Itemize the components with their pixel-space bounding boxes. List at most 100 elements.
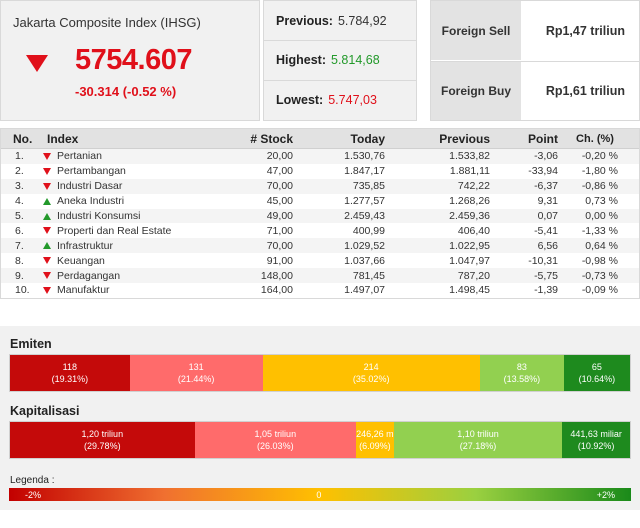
row-point: 6,56 xyxy=(537,239,558,252)
segment-value: 118 xyxy=(62,362,78,372)
row-point: -3,06 xyxy=(534,150,558,163)
row-point: -10,31 xyxy=(528,254,558,267)
row-previous: 1.881,11 xyxy=(449,165,490,178)
emiten-segment: 65 (10.64%) xyxy=(563,355,630,391)
segment-percent: (10.92%) xyxy=(577,441,615,451)
row-today: 1.029,52 xyxy=(344,239,385,252)
legend-mid: 0 xyxy=(316,489,322,500)
row-stock: 164,00 xyxy=(260,284,293,297)
segment-value: 1,10 triliun xyxy=(457,429,499,439)
row-change: -0,09 % xyxy=(581,284,618,297)
kapitalisasi-segment: 1,10 triliun (27.18%) xyxy=(393,422,563,458)
row-point: -33,94 xyxy=(528,165,558,178)
foreign-buy-value: Rp1,61 triliun xyxy=(545,84,625,98)
row-index: Keuangan xyxy=(43,255,218,267)
row-today: 735,85 xyxy=(352,180,385,193)
row-index-name: Aneka Industri xyxy=(57,195,125,208)
segment-percent: (26.03%) xyxy=(257,441,294,451)
stat-highest-value: 5.814,68 xyxy=(331,53,380,67)
segment-percent: (29.78%) xyxy=(84,441,121,451)
row-point: -5,75 xyxy=(534,269,558,282)
row-stock: 45,00 xyxy=(266,195,293,208)
row-point: -1,39 xyxy=(534,284,558,297)
table-row: 9. Perdagangan 148,00 781,45 787,20 -5,75 -0,7… xyxy=(1,268,639,283)
table-row: 6. Properti dan Real Estate 71,00 400,99 406… xyxy=(1,223,639,239)
foreign-sell-label: Foreign Sell xyxy=(431,1,521,60)
table-header: No. Index # Stock Today Previous Point C… xyxy=(1,129,639,149)
stat-previous-value: 5.784,92 xyxy=(337,13,387,28)
kapitalisasi-segment: 1,05 triliun (26.03%) xyxy=(194,422,356,458)
header-index: Index xyxy=(47,131,79,146)
row-index-name: Pertanian xyxy=(57,150,102,163)
header-stock: # Stock xyxy=(250,131,293,146)
kapitalisasi-segment: 441,63 miliar (10.92%) xyxy=(562,422,630,458)
row-change: 0,00 % xyxy=(585,210,618,222)
table-body: 1. Pertanian 20,00 1.530,76 1.533,82 -3,06 -0,… xyxy=(1,149,639,298)
row-point: -6,37 xyxy=(534,180,558,193)
row-today: 781,45 xyxy=(352,269,385,282)
stat-lowest-label: Lowest: xyxy=(276,93,324,107)
row-point: -5,41 xyxy=(534,224,558,237)
segment-percent: (6.09%) xyxy=(359,441,391,451)
down-triangle-icon xyxy=(43,272,51,280)
segment-percent: (10.64%) xyxy=(578,374,616,384)
segment-percent: (13.58%) xyxy=(503,374,541,384)
kapitalisasi-title: Kapitalisasi xyxy=(10,404,80,418)
stat-lowest-value: 5.747,03 xyxy=(328,93,377,107)
index-name: Jakarta Composite Index (IHSG) xyxy=(13,15,201,30)
row-index: Properti dan Real Estate xyxy=(43,225,218,237)
kapitalisasi-segment: 1,20 triliun (29.78%) xyxy=(10,422,195,458)
row-change: 0,64 % xyxy=(585,239,618,252)
down-triangle-icon xyxy=(43,152,51,160)
emiten-segment: 118 (19.31%) xyxy=(10,355,130,391)
row-index: Aneka Industri xyxy=(43,195,218,207)
header-change: Ch. (%) xyxy=(576,132,614,145)
row-no: 8. xyxy=(15,254,24,267)
row-previous: 1.533,82 xyxy=(449,150,490,163)
row-change: 0,73 % xyxy=(585,195,618,208)
row-index: Industri Konsumsi xyxy=(43,210,218,222)
header-point: Point xyxy=(528,131,558,146)
stat-highest: Highest: 5.814,68 xyxy=(264,40,416,79)
foreign-buy-label: Foreign Buy xyxy=(431,62,521,120)
index-change: -30.314 (-0.52 %) xyxy=(75,84,177,99)
row-previous: 1.268,26 xyxy=(449,195,490,208)
segment-value: 65 xyxy=(591,362,602,372)
header-previous: Previous xyxy=(439,131,490,146)
stat-highest-label: Highest: xyxy=(276,53,326,67)
segment-percent: (21.44%) xyxy=(177,374,215,384)
table-row: 7. Infrastruktur 70,00 1.029,52 1.022,95 6,56… xyxy=(1,238,639,253)
row-change: -1,33 % xyxy=(581,224,618,237)
row-no: 3. xyxy=(15,180,24,193)
row-previous: 1.498,45 xyxy=(449,284,490,297)
foreign-flow-card: Foreign Sell Rp1,47 triliun Foreign Buy … xyxy=(430,0,640,121)
index-stats-card: Previous: 5.784,92 Highest: 5.814,68 Low… xyxy=(263,0,417,121)
row-no: 1. xyxy=(15,150,24,163)
down-triangle-icon xyxy=(43,286,51,294)
row-index: Manufaktur xyxy=(43,284,218,296)
table-row: 10. Manufaktur 164,00 1.497,07 1.498,45 -1,39… xyxy=(1,283,639,298)
row-stock: 47,00 xyxy=(266,165,293,178)
row-no: 10. xyxy=(15,284,30,297)
table-row: 5. Industri Konsumsi 49,00 2.459,43 2.459,36… xyxy=(1,209,639,224)
up-triangle-icon xyxy=(43,197,51,205)
row-index-name: Perdagangan xyxy=(57,269,121,282)
stat-previous: Previous: 5.784,92 xyxy=(264,1,416,40)
segment-percent: (27.18%) xyxy=(459,441,497,451)
row-index-name: Pertambangan xyxy=(57,165,126,178)
segment-value: 441,63 miliar xyxy=(570,429,622,439)
row-today: 1.037,66 xyxy=(344,254,385,267)
row-change: -0,98 % xyxy=(581,254,618,267)
row-previous: 1.047,97 xyxy=(449,254,490,267)
row-stock: 49,00 xyxy=(266,210,293,222)
segment-value: 131 xyxy=(188,362,204,372)
row-index-name: Infrastruktur xyxy=(57,239,114,252)
row-no: 6. xyxy=(15,224,24,237)
row-previous: 742,22 xyxy=(457,180,490,193)
row-previous: 2.459,36 xyxy=(449,210,490,222)
row-previous: 787,20 xyxy=(457,269,490,282)
row-no: 4. xyxy=(15,195,24,208)
stat-lowest: Lowest: 5.747,03 xyxy=(264,80,416,119)
row-change: -0,73 % xyxy=(581,269,618,282)
table-row: 3. Industri Dasar 70,00 735,85 742,22 -6,37 -0… xyxy=(1,179,639,194)
